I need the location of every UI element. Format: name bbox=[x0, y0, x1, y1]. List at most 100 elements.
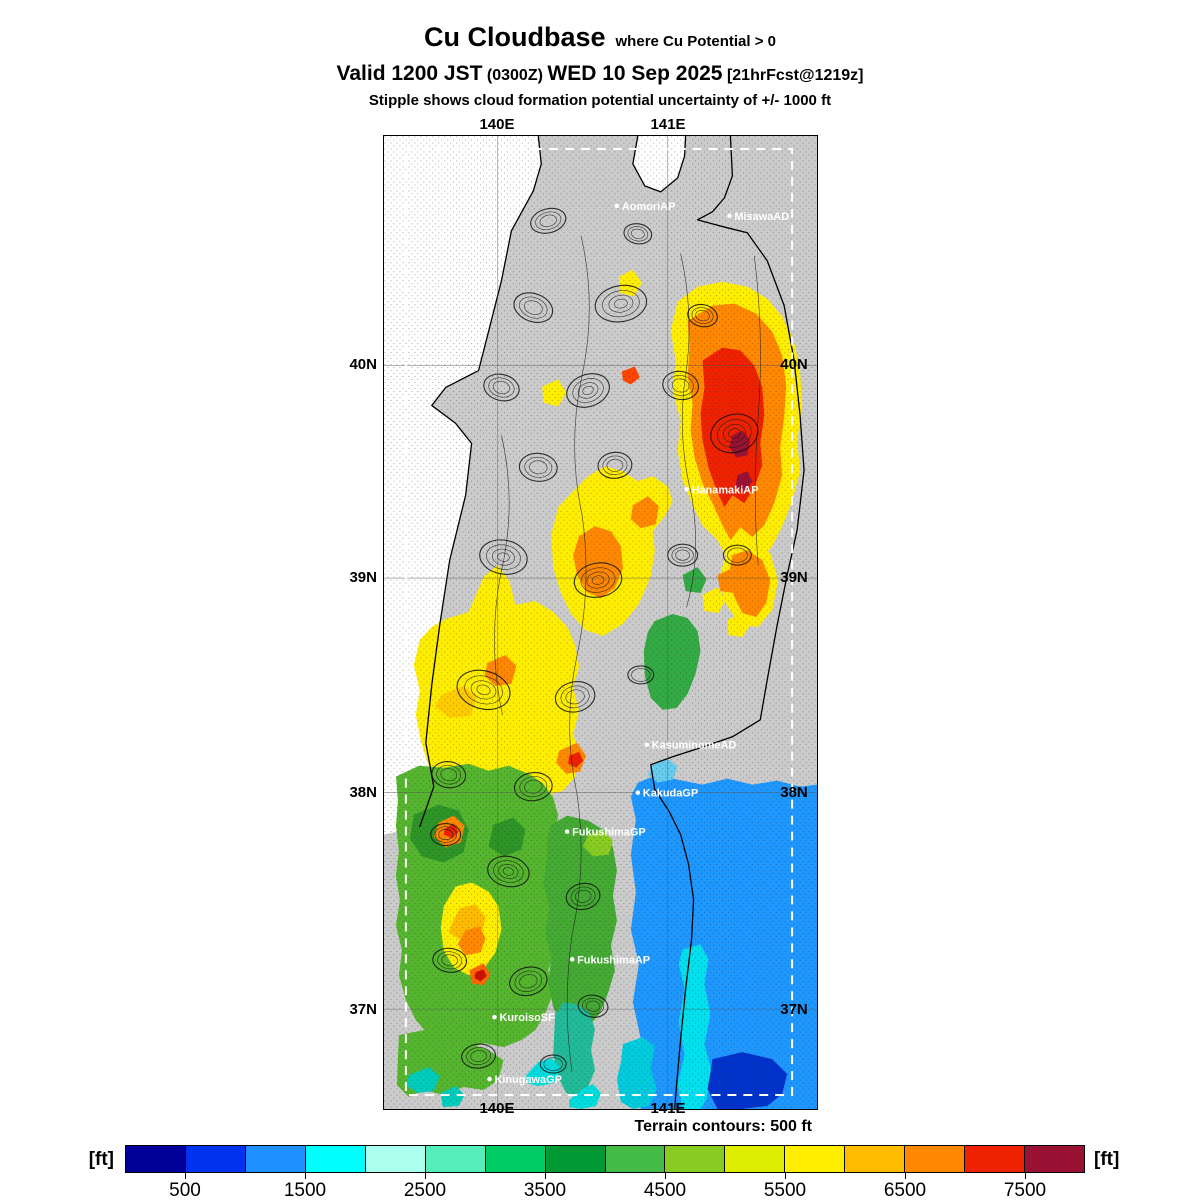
station-marker-dot bbox=[487, 1076, 492, 1082]
colorbar-tick-mark bbox=[185, 1173, 186, 1179]
forecast-reference: [21hrFcst@1219z] bbox=[726, 67, 864, 84]
colorbar-tick-mark bbox=[785, 1173, 786, 1179]
lat-label-right-38n: 38N bbox=[780, 784, 808, 801]
chart-header: Cu Cloudbase where Cu Potential > 0 Valid… bbox=[0, 22, 1200, 109]
lat-label-left-40n: 40N bbox=[349, 356, 377, 373]
terrain-contour-ring bbox=[572, 378, 604, 403]
colorbar-tick-label: 4500 bbox=[643, 1180, 687, 1200]
terrain-contours bbox=[430, 207, 761, 1074]
colorbar-tick-mark bbox=[425, 1173, 426, 1179]
terrain-contour-ring bbox=[582, 385, 594, 395]
terrain-contour-ring bbox=[630, 228, 645, 239]
valid-date: WED 10 Sep 2025 bbox=[547, 62, 723, 85]
terrain-contour-ring bbox=[464, 675, 503, 705]
station-label: HanamakiAP bbox=[692, 484, 759, 496]
terrain-contour-ring bbox=[498, 864, 519, 879]
colorbar-tick-label: 7500 bbox=[1003, 1180, 1047, 1200]
colorbar-segment bbox=[245, 1146, 306, 1172]
terrain-contour-ring bbox=[513, 292, 554, 323]
terrain-contour-ring bbox=[671, 546, 694, 564]
terrain-contour-ring bbox=[554, 681, 596, 713]
colorbar-segment bbox=[1025, 1146, 1084, 1172]
colorbar-segment bbox=[965, 1146, 1026, 1172]
terrain-contour-ring bbox=[492, 380, 511, 395]
terrain-contour-ring bbox=[710, 413, 759, 454]
station-label: KakudaGP bbox=[643, 788, 698, 800]
terrain-contour-ring bbox=[493, 860, 524, 883]
colorbar-tick-label: 5500 bbox=[763, 1180, 807, 1200]
colorbar-segment bbox=[665, 1146, 726, 1172]
terrain-contour-ring bbox=[580, 567, 616, 593]
lon-label-bottom-141e: 141E bbox=[650, 1100, 686, 1117]
terrain-contour-ring bbox=[466, 1047, 491, 1066]
station-marker-dot bbox=[727, 213, 732, 219]
terrain-contour-ring bbox=[695, 310, 710, 322]
station-marker-dot bbox=[569, 957, 575, 962]
colorbar-tick-label: 500 bbox=[169, 1180, 201, 1200]
station-marker-dot bbox=[564, 829, 570, 834]
station-marker-dot bbox=[644, 742, 650, 748]
station-label: KuroisoSF bbox=[499, 1012, 555, 1024]
lat-label-left-38n: 38N bbox=[349, 784, 377, 801]
terrain-contour-ring bbox=[594, 284, 648, 323]
terrain-contour-ring bbox=[539, 214, 557, 227]
lat-label-right-37n: 37N bbox=[780, 1001, 808, 1018]
terrain-contour-ring bbox=[487, 855, 530, 888]
terrain-contour-ring bbox=[691, 307, 714, 324]
terrain-contour-ring bbox=[631, 668, 651, 682]
terrain-contour-ring bbox=[519, 296, 548, 319]
colorbar-tick-label: 1500 bbox=[283, 1180, 327, 1200]
terrain-contour-ring bbox=[573, 562, 623, 598]
terrain-contour-ring bbox=[530, 207, 567, 234]
terrain-contour-ring bbox=[488, 377, 515, 398]
station-marker-dot bbox=[635, 790, 641, 795]
terrain-contour-ring bbox=[523, 300, 543, 315]
colorbar-tick-mark bbox=[1025, 1173, 1026, 1179]
terrain-contour-ring bbox=[436, 764, 462, 785]
terrain-contour-ring bbox=[602, 455, 628, 476]
terrain-contour-note: Terrain contours: 500 ft bbox=[634, 1118, 812, 1135]
colorbar-tick-mark bbox=[665, 1173, 666, 1179]
lon-label-top-140e: 140E bbox=[479, 116, 515, 133]
terrain-contour-ring bbox=[434, 826, 457, 843]
terrain-contour-ring bbox=[728, 428, 741, 439]
colorbar-segment bbox=[126, 1146, 186, 1172]
colorbar-tick-label: 3500 bbox=[523, 1180, 567, 1200]
terrain-contour-ring bbox=[614, 298, 628, 309]
station-marker-dot bbox=[492, 1014, 497, 1020]
terrain-contour-ring bbox=[543, 1057, 563, 1071]
lon-label-bottom-140e: 140E bbox=[479, 1100, 515, 1117]
terrain-contour-ring bbox=[437, 951, 463, 970]
terrain-contour-ring bbox=[662, 370, 699, 401]
terrain-contour-ring bbox=[519, 776, 548, 798]
colorbar-segment bbox=[425, 1146, 486, 1172]
title-line: Cu Cloudbase where Cu Potential > 0 bbox=[0, 22, 1200, 57]
colorbar-segment bbox=[545, 1146, 606, 1172]
terrain-contour-ring bbox=[518, 452, 558, 482]
terrain-contour-ring bbox=[483, 373, 520, 402]
terrain-contour-ring bbox=[456, 669, 511, 711]
terrain-contour-ring bbox=[430, 823, 462, 847]
terrain-contour-ring bbox=[675, 549, 690, 561]
domain-boundary bbox=[404, 147, 794, 1097]
terrain-contour-ring bbox=[476, 684, 491, 696]
valid-time: Valid 1200 JST bbox=[336, 62, 483, 85]
lat-label-right-39n: 39N bbox=[780, 569, 808, 586]
terrain-contour-ring bbox=[597, 451, 633, 479]
terrain-contour-ring bbox=[514, 970, 543, 992]
colorbar-tick-mark bbox=[905, 1173, 906, 1179]
colorbar-tick-mark bbox=[305, 1173, 306, 1179]
colorbar-tick-label: 6500 bbox=[883, 1180, 927, 1200]
terrain-contour-ring bbox=[623, 223, 653, 245]
terrain-contour-ring bbox=[539, 1054, 567, 1074]
map-frame: AomoriAP MisawaAD HanamakiAP KasuminomeAD Ka… bbox=[383, 135, 818, 1110]
terrain-contour-ring bbox=[606, 458, 624, 472]
terrain-contour-ring bbox=[479, 539, 528, 575]
station-label: KinugawaGP bbox=[494, 1074, 561, 1086]
terrain-contour-ring bbox=[577, 994, 609, 1018]
terrain-contour-ring bbox=[577, 382, 599, 399]
colorbar-segment bbox=[905, 1146, 966, 1172]
station-label: AomoriAP bbox=[622, 201, 675, 213]
terrain-contour-ring bbox=[602, 290, 640, 318]
